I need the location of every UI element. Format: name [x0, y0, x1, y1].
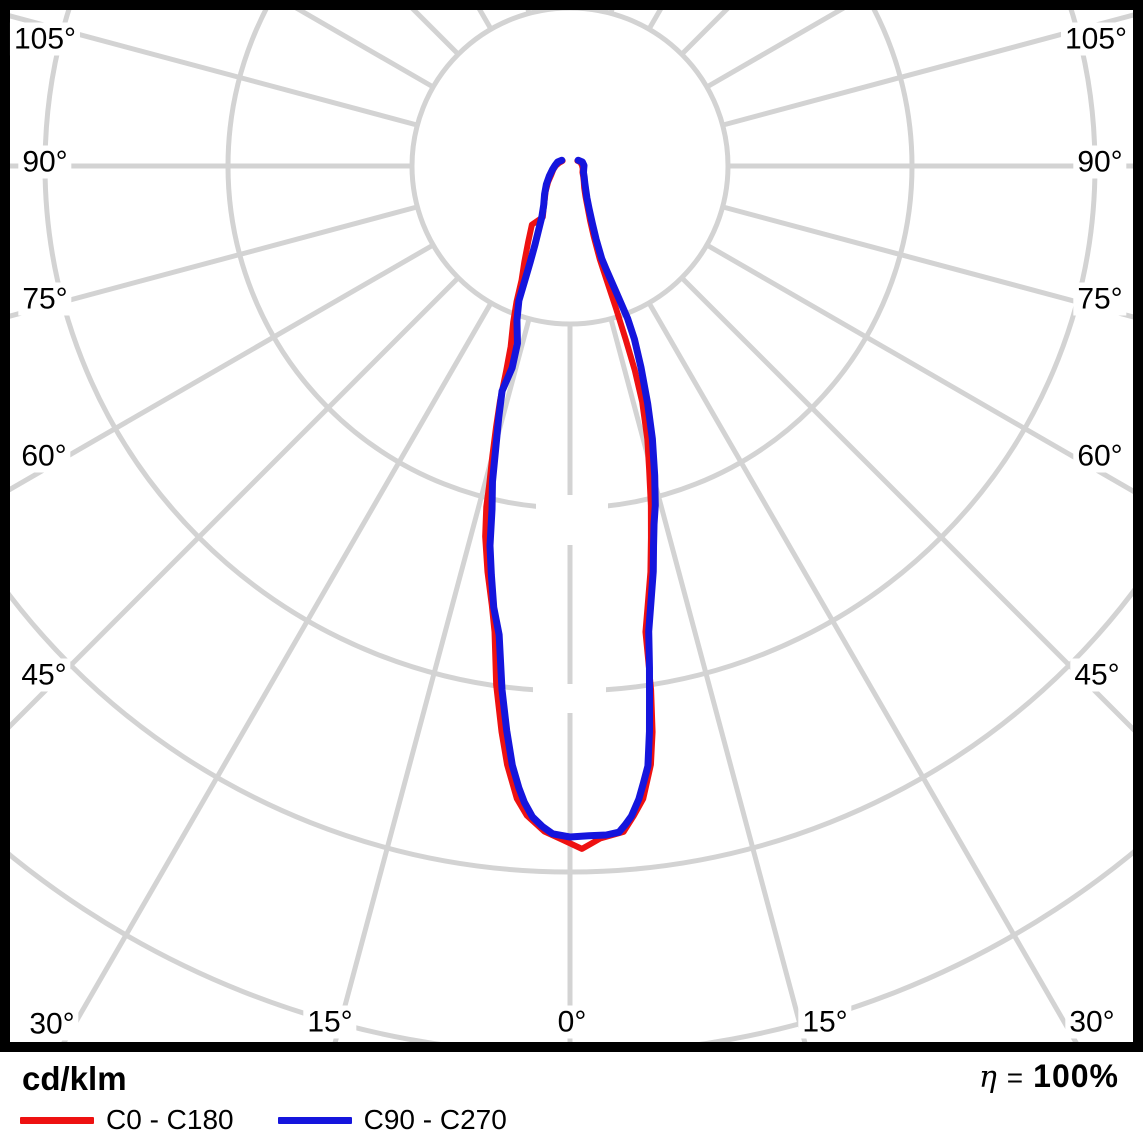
angle-label: 60°: [1073, 439, 1127, 473]
legend: C0 - C180 C90 - C270: [20, 1104, 507, 1136]
angle-label: 105°: [9, 22, 81, 56]
legend-item-c0-c180: C0 - C180: [20, 1104, 234, 1136]
angle-label: 75°: [1073, 282, 1127, 316]
angle-label: 0°: [553, 1005, 591, 1039]
footer: cd/klm C0 - C180 C90 - C270 η = 100%: [0, 1052, 1143, 1143]
angle-label: 30°: [25, 1007, 79, 1041]
efficiency-value: 100%: [1033, 1058, 1119, 1094]
legend-item-c90-c270: C90 - C270: [277, 1104, 507, 1136]
unit-label: cd/klm: [22, 1060, 127, 1097]
legend-swatch-c0-c180-line: [20, 1116, 94, 1124]
angle-label: 45°: [1070, 658, 1124, 692]
polar-chart: [0, 0, 1143, 1052]
efficiency: η = 100%: [979, 1058, 1119, 1095]
angle-label: 90°: [18, 145, 72, 179]
angle-label: 90°: [1073, 145, 1127, 179]
legend-label-c0-c180: C0 - C180: [106, 1104, 234, 1135]
legend-label-c90-c270: C90 - C270: [363, 1104, 507, 1135]
angle-label: 45°: [17, 658, 71, 692]
angle-label: 75°: [18, 282, 72, 316]
angle-label: 105°: [1060, 22, 1132, 56]
efficiency-symbol: η: [978, 1060, 997, 1095]
angle-label: 15°: [798, 1005, 852, 1039]
angle-label: 60°: [17, 439, 71, 473]
efficiency-equals-sign: =: [1006, 1062, 1024, 1093]
legend-swatch-c90-c270-line: [277, 1116, 352, 1124]
angle-label: 30°: [1065, 1005, 1119, 1039]
angle-label: 15°: [303, 1005, 357, 1039]
